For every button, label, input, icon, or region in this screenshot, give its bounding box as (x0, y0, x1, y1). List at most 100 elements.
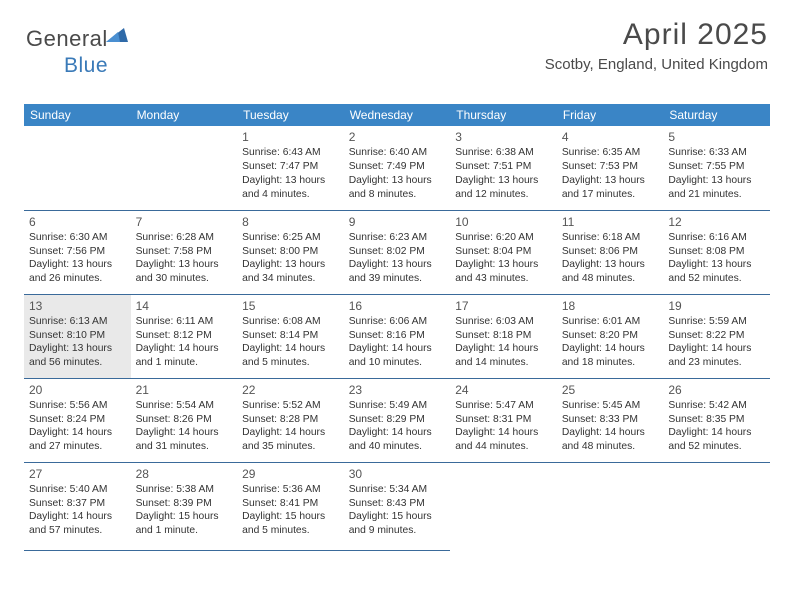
day-number: 2 (349, 129, 446, 145)
sunrise-line: Sunrise: 6:23 AM (349, 231, 446, 245)
daylight-line: Daylight: 14 hours and 35 minutes. (242, 426, 339, 454)
day-cell: 25Sunrise: 5:45 AMSunset: 8:33 PMDayligh… (557, 378, 664, 462)
day-cell: 22Sunrise: 5:52 AMSunset: 8:28 PMDayligh… (237, 378, 344, 462)
daylight-line: Daylight: 13 hours and 52 minutes. (668, 258, 765, 286)
daylight-line: Daylight: 14 hours and 27 minutes. (29, 426, 126, 454)
day-cell: 11Sunrise: 6:18 AMSunset: 8:06 PMDayligh… (557, 210, 664, 294)
day-number: 19 (668, 298, 765, 314)
day-cell: 4Sunrise: 6:35 AMSunset: 7:53 PMDaylight… (557, 126, 664, 210)
sunrise-line: Sunrise: 5:59 AM (668, 315, 765, 329)
daylight-line: Daylight: 14 hours and 5 minutes. (242, 342, 339, 370)
sunset-line: Sunset: 7:58 PM (136, 245, 233, 259)
day-number: 9 (349, 214, 446, 230)
day-cell: 9Sunrise: 6:23 AMSunset: 8:02 PMDaylight… (344, 210, 451, 294)
month-title: April 2025 (545, 18, 768, 52)
sunrise-line: Sunrise: 6:11 AM (136, 315, 233, 329)
sunrise-line: Sunrise: 6:28 AM (136, 231, 233, 245)
day-cell: 28Sunrise: 5:38 AMSunset: 8:39 PMDayligh… (131, 462, 238, 550)
sunrise-line: Sunrise: 5:42 AM (668, 399, 765, 413)
daylight-line: Daylight: 13 hours and 56 minutes. (29, 342, 126, 370)
calendar-row: 6Sunrise: 6:30 AMSunset: 7:56 PMDaylight… (24, 210, 770, 294)
sunrise-line: Sunrise: 5:34 AM (349, 483, 446, 497)
day-number: 16 (349, 298, 446, 314)
sunset-line: Sunset: 8:00 PM (242, 245, 339, 259)
day-header: Tuesday (237, 104, 344, 126)
empty-cell (557, 462, 664, 550)
sunset-line: Sunset: 8:12 PM (136, 329, 233, 343)
sunrise-line: Sunrise: 6:13 AM (29, 315, 126, 329)
day-cell: 24Sunrise: 5:47 AMSunset: 8:31 PMDayligh… (450, 378, 557, 462)
day-number: 1 (242, 129, 339, 145)
day-number: 22 (242, 382, 339, 398)
day-cell: 23Sunrise: 5:49 AMSunset: 8:29 PMDayligh… (344, 378, 451, 462)
sunset-line: Sunset: 8:08 PM (668, 245, 765, 259)
logo-text-1: General (26, 26, 108, 51)
day-number: 7 (136, 214, 233, 230)
daylight-line: Daylight: 14 hours and 48 minutes. (562, 426, 659, 454)
sunset-line: Sunset: 8:10 PM (29, 329, 126, 343)
sunset-line: Sunset: 8:43 PM (349, 497, 446, 511)
day-number: 26 (668, 382, 765, 398)
sunrise-line: Sunrise: 6:35 AM (562, 146, 659, 160)
day-cell: 29Sunrise: 5:36 AMSunset: 8:41 PMDayligh… (237, 462, 344, 550)
logo-triangle-icon (106, 22, 128, 48)
daylight-line: Daylight: 15 hours and 9 minutes. (349, 510, 446, 538)
daylight-line: Daylight: 14 hours and 31 minutes. (136, 426, 233, 454)
day-number: 18 (562, 298, 659, 314)
daylight-line: Daylight: 13 hours and 8 minutes. (349, 174, 446, 202)
daylight-line: Daylight: 13 hours and 43 minutes. (455, 258, 552, 286)
daylight-line: Daylight: 14 hours and 18 minutes. (562, 342, 659, 370)
day-number: 6 (29, 214, 126, 230)
sunset-line: Sunset: 8:35 PM (668, 413, 765, 427)
sunset-line: Sunset: 8:39 PM (136, 497, 233, 511)
day-cell: 21Sunrise: 5:54 AMSunset: 8:26 PMDayligh… (131, 378, 238, 462)
day-number: 29 (242, 466, 339, 482)
location: Scotby, England, United Kingdom (545, 56, 768, 73)
day-cell: 30Sunrise: 5:34 AMSunset: 8:43 PMDayligh… (344, 462, 451, 550)
day-header: Monday (131, 104, 238, 126)
daylight-line: Daylight: 13 hours and 48 minutes. (562, 258, 659, 286)
sunrise-line: Sunrise: 6:06 AM (349, 315, 446, 329)
empty-cell (131, 126, 238, 210)
day-number: 15 (242, 298, 339, 314)
day-cell: 17Sunrise: 6:03 AMSunset: 8:18 PMDayligh… (450, 294, 557, 378)
day-header-row: Sunday Monday Tuesday Wednesday Thursday… (24, 104, 770, 126)
day-number: 4 (562, 129, 659, 145)
day-cell: 1Sunrise: 6:43 AMSunset: 7:47 PMDaylight… (237, 126, 344, 210)
sunset-line: Sunset: 8:16 PM (349, 329, 446, 343)
day-number: 13 (29, 298, 126, 314)
sunrise-line: Sunrise: 6:16 AM (668, 231, 765, 245)
day-header: Saturday (663, 104, 770, 126)
sunrise-line: Sunrise: 5:38 AM (136, 483, 233, 497)
sunset-line: Sunset: 8:14 PM (242, 329, 339, 343)
logo: General Blue (26, 22, 128, 84)
daylight-line: Daylight: 13 hours and 21 minutes. (668, 174, 765, 202)
calendar-row: 27Sunrise: 5:40 AMSunset: 8:37 PMDayligh… (24, 462, 770, 550)
sunrise-line: Sunrise: 5:47 AM (455, 399, 552, 413)
day-number: 23 (349, 382, 446, 398)
day-header: Wednesday (344, 104, 451, 126)
day-cell: 16Sunrise: 6:06 AMSunset: 8:16 PMDayligh… (344, 294, 451, 378)
daylight-line: Daylight: 14 hours and 23 minutes. (668, 342, 765, 370)
header-right: April 2025 Scotby, England, United Kingd… (545, 18, 768, 73)
daylight-line: Daylight: 13 hours and 34 minutes. (242, 258, 339, 286)
sunset-line: Sunset: 7:55 PM (668, 160, 765, 174)
daylight-line: Daylight: 15 hours and 5 minutes. (242, 510, 339, 538)
sunset-line: Sunset: 8:26 PM (136, 413, 233, 427)
sunset-line: Sunset: 8:06 PM (562, 245, 659, 259)
day-cell: 10Sunrise: 6:20 AMSunset: 8:04 PMDayligh… (450, 210, 557, 294)
sunrise-line: Sunrise: 5:40 AM (29, 483, 126, 497)
sunrise-line: Sunrise: 6:30 AM (29, 231, 126, 245)
sunset-line: Sunset: 7:49 PM (349, 160, 446, 174)
day-number: 11 (562, 214, 659, 230)
day-number: 3 (455, 129, 552, 145)
daylight-line: Daylight: 14 hours and 1 minute. (136, 342, 233, 370)
day-number: 25 (562, 382, 659, 398)
sunset-line: Sunset: 8:41 PM (242, 497, 339, 511)
day-number: 14 (136, 298, 233, 314)
day-cell: 14Sunrise: 6:11 AMSunset: 8:12 PMDayligh… (131, 294, 238, 378)
day-number: 20 (29, 382, 126, 398)
day-cell: 20Sunrise: 5:56 AMSunset: 8:24 PMDayligh… (24, 378, 131, 462)
sunrise-line: Sunrise: 5:36 AM (242, 483, 339, 497)
calendar-row: 1Sunrise: 6:43 AMSunset: 7:47 PMDaylight… (24, 126, 770, 210)
